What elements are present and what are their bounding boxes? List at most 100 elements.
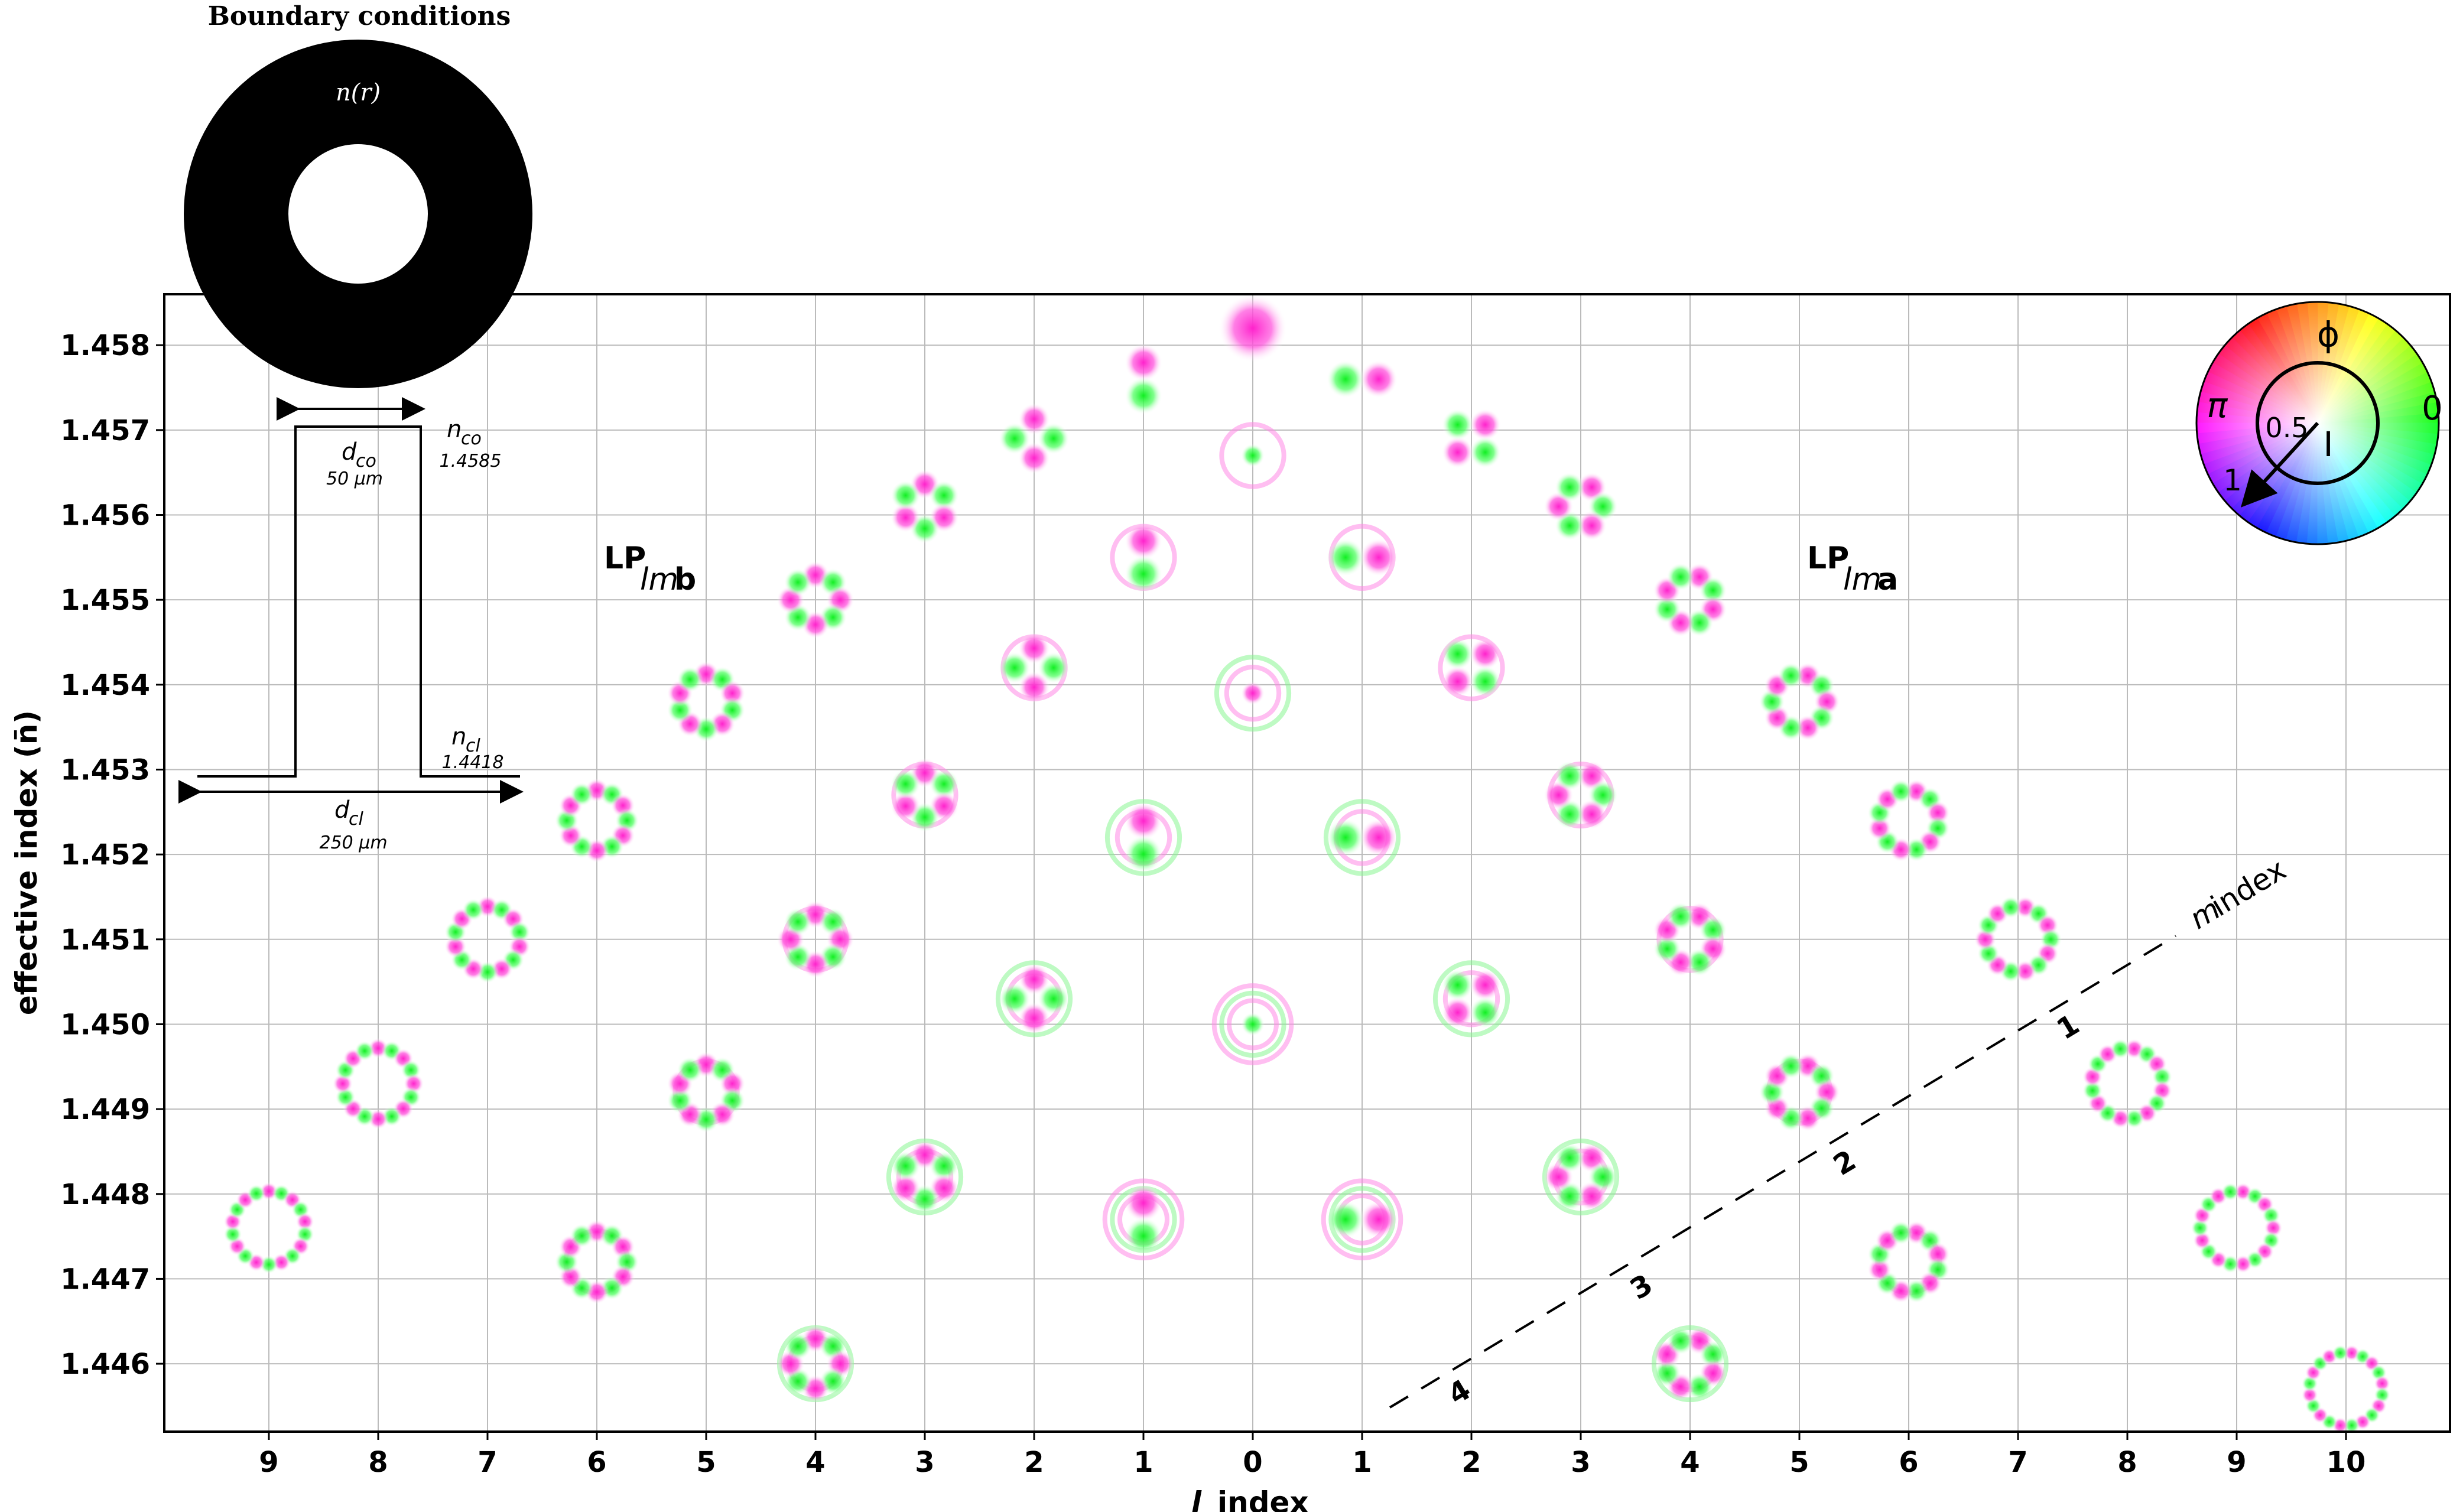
mode-ring [1219,990,1286,1058]
x-tick-label: 5 [1789,1446,1809,1479]
mode-LP12b [1110,522,1177,593]
n-co-symbol: n [447,416,462,443]
mode-lobe [784,1332,812,1360]
mode-lobe [1441,409,1474,441]
y-tick-label: 1.446 [60,1348,150,1381]
plot-area [163,293,2451,1433]
x-tick-label: 5 [696,1446,716,1479]
mode-lobe [1241,443,1265,467]
n-co-sub: co [461,428,482,449]
mode-lobe [999,652,1031,684]
d-cl-value: 250 μm [319,833,387,853]
mode-lobe [999,422,1031,455]
mode-lobe [1441,436,1474,469]
mode-lobe [1889,1221,1913,1245]
index-profile-curve [197,425,520,778]
m-index-dashed-line [1389,935,2177,1409]
index-profile-label: n(r) [336,79,381,106]
mode-lobe [1360,360,1398,398]
y-tick-label: 1.449 [60,1093,150,1126]
lp-a-sub: lm [1843,562,1882,597]
mode-ring [1224,664,1282,722]
mode-lobe [223,1225,242,1244]
mode-ring [1432,960,1510,1038]
mode-lobe [1666,902,1695,931]
mode-patterns [223,294,2391,1432]
y-tick-label: 1.450 [60,1008,150,1041]
mode-lobe [1018,632,1050,664]
d-co-sub: co [356,451,376,472]
mode-lobe [1469,436,1502,469]
mode-lobe [1327,538,1364,577]
mode-lobe [1577,510,1607,541]
mode-ring [995,960,1073,1038]
mode-LP71a [1974,896,2062,983]
mode-LP51a [1759,662,1840,741]
mode-LP23a [1432,960,1510,1038]
mode-LP01 [1218,294,1287,363]
phase-colorwheel: ϕ π 0 0.5 1 I [2195,301,2443,545]
x-tick-label: 3 [1571,1446,1590,1479]
mode-ring [1442,970,1500,1027]
x-tick-label: 1 [1352,1446,1372,1479]
mode-lobe [1577,1181,1607,1211]
x-tick-label: 4 [1680,1446,1700,1479]
mode-lobe [1469,969,1502,1001]
mode-lobe [999,983,1031,1015]
mode-LP21b [999,403,1070,474]
y-tick-label: 1.448 [60,1178,150,1211]
mode-lobe [1666,562,1695,591]
x-tick-label: 7 [477,1446,497,1479]
mode-lobe [1327,1200,1364,1238]
lp-b-sub: lm [640,562,678,597]
mode-lobe [1125,1183,1162,1222]
lp-a-main: LP [1807,541,1849,576]
y-axis-label: effective index (n̄) [9,710,44,1015]
colorwheel-radius-arrow [2240,421,2319,508]
mode-lobe [1469,409,1502,441]
mode-lobe [1778,662,1804,689]
lp-a-suffix: a [1877,562,1898,597]
y-tick-label: 1.455 [60,584,150,617]
mode-ring [1323,799,1401,876]
mode-ring [1651,1325,1729,1403]
mode-LP61b [554,778,639,863]
mode-LP32b [891,757,959,833]
mode-ring [1102,1178,1185,1261]
mode-lobe [1125,522,1162,560]
mode-LP12a [1327,523,1398,591]
mode-LP31b [891,469,959,544]
mode-lobe [1038,422,1070,455]
mode-LP52a [1759,1053,1840,1131]
d-cl-sub: cl [349,809,363,830]
index-profile-inset: d co 50 μm n co 1.4585 n cl 1.4418 d cl … [178,397,524,853]
d-cl-symbol: d [334,796,350,824]
mode-lobe [462,898,485,921]
mode-lobe [891,1173,921,1203]
mode-lobe [1555,1143,1585,1173]
mode-lobe [929,769,959,799]
y-tick-label: 1.457 [60,414,150,447]
y-tick-label: 1.451 [60,924,150,957]
grid-lines [164,294,2450,1432]
mode-LP14b [1102,1178,1185,1261]
mode-LP43b [776,1325,854,1403]
x-tick-label: 10 [2326,1446,2366,1479]
lp-a-label: LP lm a [1807,541,1898,597]
mode-lobe [1125,343,1162,382]
mode-ring [1227,998,1279,1051]
mode-ring [1438,634,1505,701]
mode-lobe [2221,1182,2240,1201]
plot-background [164,294,2450,1432]
mode-lobe [929,1151,959,1181]
mode-lobe [1018,1002,1050,1035]
mode-lobe [1441,638,1474,670]
n-cl-sub: cl [466,736,480,756]
mode-lobe [1218,294,1287,363]
mode-LP62b [554,1220,639,1305]
abs-label: I [2323,424,2333,464]
mode-lobe [1441,665,1474,698]
boundary-conditions-inset: Boundary conditions n(r) [184,1,532,388]
mode-lobe [1018,403,1050,435]
n-cl-value: 1.4418 [442,752,504,773]
